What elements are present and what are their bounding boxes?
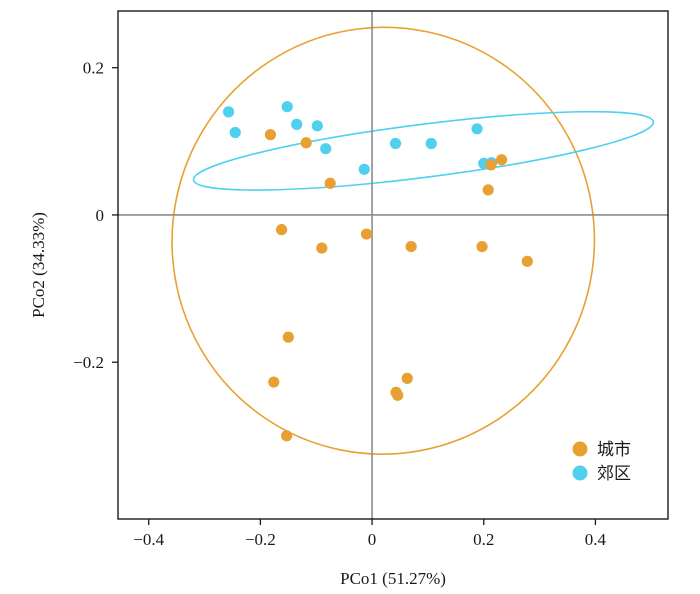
legend-label-1: 郊区 xyxy=(597,464,631,484)
ellipse-series-0 xyxy=(171,26,596,455)
point-series-1-5 xyxy=(320,143,332,155)
point-series-0-11 xyxy=(521,255,533,267)
point-series-0-3 xyxy=(485,159,497,171)
point-series-1-4 xyxy=(311,120,323,132)
point-series-0-6 xyxy=(276,224,288,236)
point-series-0-16 xyxy=(392,389,404,401)
point-series-1-0 xyxy=(222,106,235,118)
point-series-0-8 xyxy=(360,228,373,240)
point-series-0-17 xyxy=(281,430,293,442)
point-series-1-2 xyxy=(281,101,293,113)
point-series-1-8 xyxy=(425,137,437,150)
y-axis-ticks: 0.2 0 −0.2 xyxy=(73,59,118,372)
plot-frame xyxy=(117,10,669,520)
x-tick-label: 0.2 xyxy=(473,530,494,549)
ellipse-series-1 xyxy=(192,110,655,191)
point-series-0-7 xyxy=(316,242,328,254)
x-tick-label: 0 xyxy=(368,530,377,549)
confidence-ellipses xyxy=(171,26,655,455)
y-tick-label: −0.2 xyxy=(73,353,104,372)
x-axis-title: PCo1 (51.27%) xyxy=(340,569,446,588)
point-series-0-4 xyxy=(496,154,508,166)
point-series-1-6 xyxy=(358,163,370,175)
point-series-0-10 xyxy=(476,240,488,253)
x-tick-label: −0.2 xyxy=(245,530,276,549)
data-points xyxy=(222,101,533,442)
point-series-0-14 xyxy=(401,372,413,384)
y-axis-title: PCo2 (34.33%) xyxy=(29,212,48,318)
point-series-1-9 xyxy=(471,123,483,135)
x-axis-ticks: −0.4 −0.2 0 0.2 0.4 xyxy=(133,519,607,549)
legend-label-0: 城市 xyxy=(597,440,631,460)
point-series-0-12 xyxy=(282,331,294,343)
legend-marker-1 xyxy=(572,465,588,481)
point-series-0-2 xyxy=(324,177,336,189)
reference-lines xyxy=(118,11,668,519)
x-tick-label: −0.4 xyxy=(133,530,164,549)
legend-marker-0 xyxy=(572,441,588,457)
y-tick-label: 0.2 xyxy=(83,59,104,78)
point-series-0-5 xyxy=(482,184,494,196)
point-series-1-1 xyxy=(229,126,241,139)
point-series-0-1 xyxy=(300,137,312,149)
y-tick-label: 0 xyxy=(96,206,105,225)
x-tick-label: 0.4 xyxy=(585,530,607,549)
point-series-0-0 xyxy=(264,129,277,141)
point-series-0-13 xyxy=(268,376,280,388)
point-series-1-7 xyxy=(389,137,402,150)
point-series-1-3 xyxy=(291,118,303,130)
point-series-0-9 xyxy=(405,240,417,253)
